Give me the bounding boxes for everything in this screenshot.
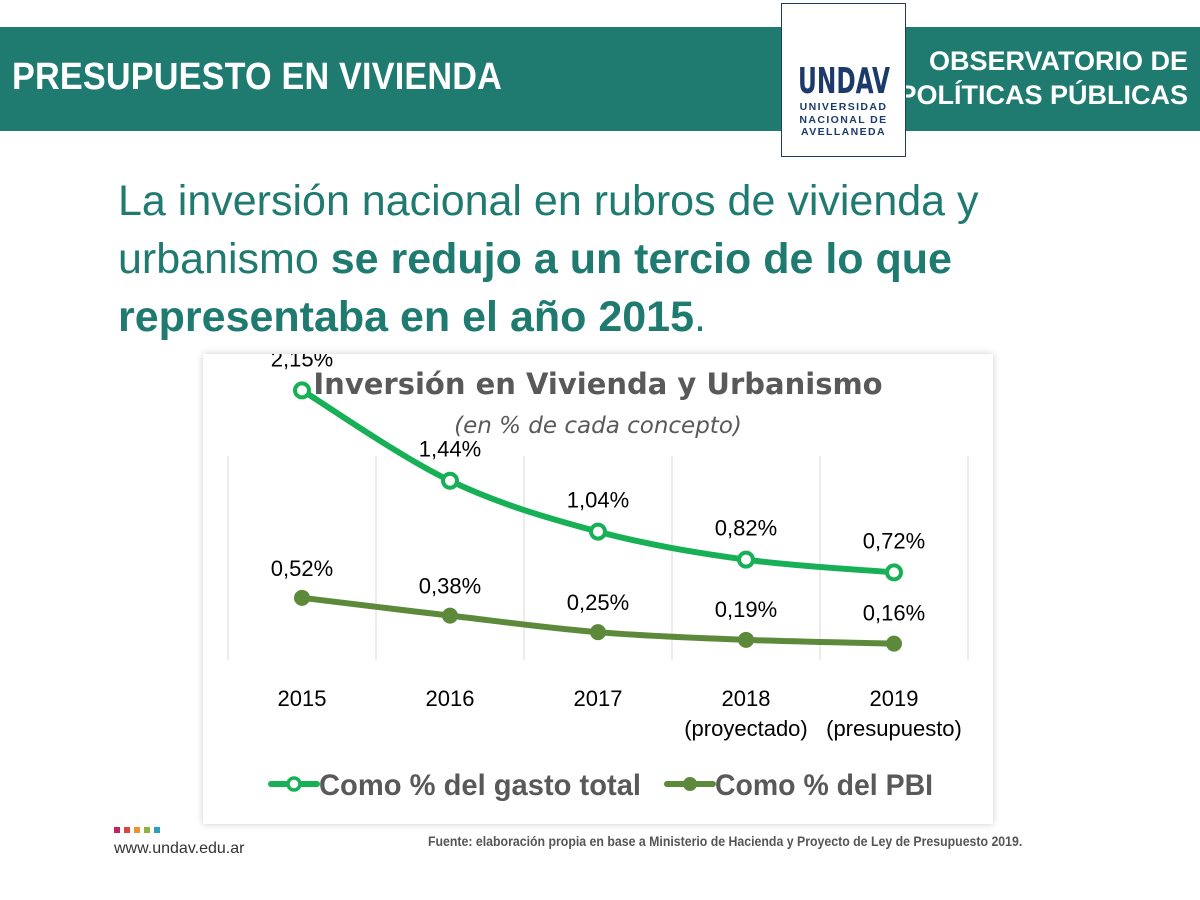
brand-dot-1 [124,827,130,833]
undav-logo-mark: UNDAV [798,61,890,100]
x-tick-label-1-0: 2016 [426,686,475,711]
brand-dots [114,827,164,833]
x-tick-label-2-0: 2017 [574,686,623,711]
undav-logo: UNDAV UNIVERSIDAD NACIONAL DE AVELLANEDA [781,3,906,157]
website-url: www.undav.edu.ar [114,840,245,857]
source-note: Fuente: elaboración propia en base a Min… [428,833,1023,849]
series-0-label-0: 2,15% [271,354,333,371]
series-0-label-3: 0,82% [715,516,777,541]
chart-title: Inversión en Vivienda y Urbanismo [313,367,882,401]
series-1-point-1 [442,607,458,624]
headline-end: . [694,293,706,341]
brand-dot-3 [144,827,150,833]
legend-marker-0 [286,776,302,792]
series-0-label-4: 0,72% [863,528,925,553]
series-0-point-1 [441,471,459,490]
logo-mark-text: UNDAV [798,61,890,100]
series-1-label-4: 0,16% [863,601,925,626]
x-tick-label-4-0: 2019 [870,686,919,711]
series-0-point-2 [589,522,607,541]
brand-dot-2 [134,827,140,833]
page-title: PRESUPUESTO EN VIVIENDA [12,56,503,98]
line-chart: Inversión en Vivienda y Urbanismo (en % d… [227,354,969,802]
observatory-line-2: POLÍTICAS PÚBLICAS [898,80,1188,110]
x-tick-label-4-1: (presupuesto) [826,716,962,741]
series-1-label-1: 0,38% [419,574,481,599]
headline-bold: se redujo a un tercio de lo que represen… [118,235,952,341]
headline: La inversión nacional en rubros de vivie… [118,172,1128,346]
legend-marker-1 [683,777,697,791]
header-band [0,27,1200,131]
brand-dot-0 [114,827,120,833]
series-1-point-0 [294,589,310,606]
logo-text: UNIVERSIDAD NACIONAL DE AVELLANEDA [782,101,905,139]
logo-line-1: UNIVERSIDAD [799,101,888,113]
series-1-point-4 [886,635,902,652]
chart-panel: Inversión en Vivienda y Urbanismo (en % d… [203,354,993,824]
x-tick-label-0-0: 2015 [278,686,327,711]
series-1-point-2 [590,624,606,641]
chart-subtitle: (en % de cada concepto) [454,413,742,439]
series-0-label-1: 1,44% [419,437,481,462]
series-1-point-3 [738,631,754,648]
series-0-label-2: 1,04% [567,488,629,513]
series-0-point-4 [885,563,903,582]
logo-line-3: AVELLANEDA [801,126,886,138]
series-1-label-3: 0,19% [715,597,777,622]
series-1-label-0: 0,52% [271,556,333,581]
legend-label-0: Como % del gasto total [319,769,641,802]
observatory-line-1: OBSERVATORIO DE [928,46,1188,76]
x-tick-label-3-1: (proyectado) [684,716,808,741]
legend-label-1: Como % del PBI [715,769,933,802]
x-tick-label-3-0: 2018 [722,686,771,711]
observatory-title: OBSERVATORIO DE POLÍTICAS PÚBLICAS [898,44,1188,112]
series-0-point-0 [293,381,311,400]
series-1-label-2: 0,25% [567,590,629,615]
logo-line-2: NACIONAL DE [799,113,888,126]
headline-light: La inversión nacional en rubros de vivie… [118,177,979,283]
brand-dot-4 [154,827,160,833]
series-0-point-3 [737,550,755,569]
